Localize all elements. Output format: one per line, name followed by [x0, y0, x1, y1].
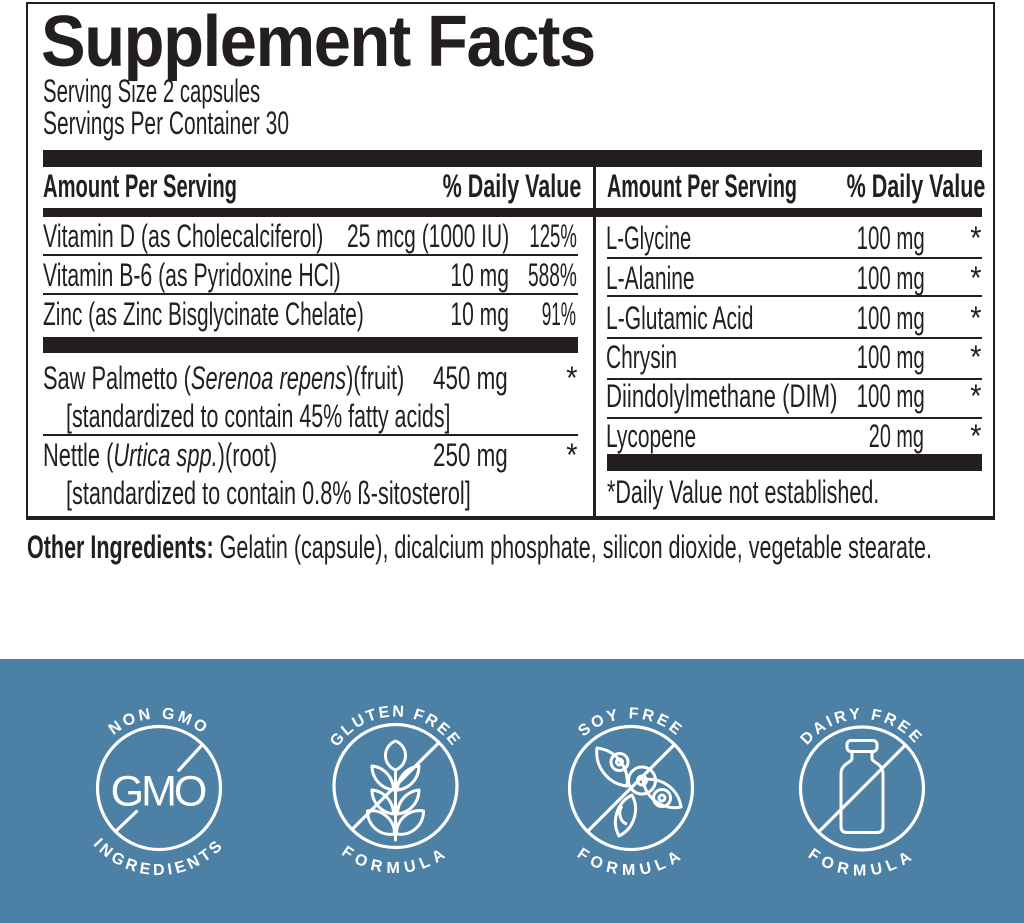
svg-text:GMO: GMO [111, 767, 206, 815]
